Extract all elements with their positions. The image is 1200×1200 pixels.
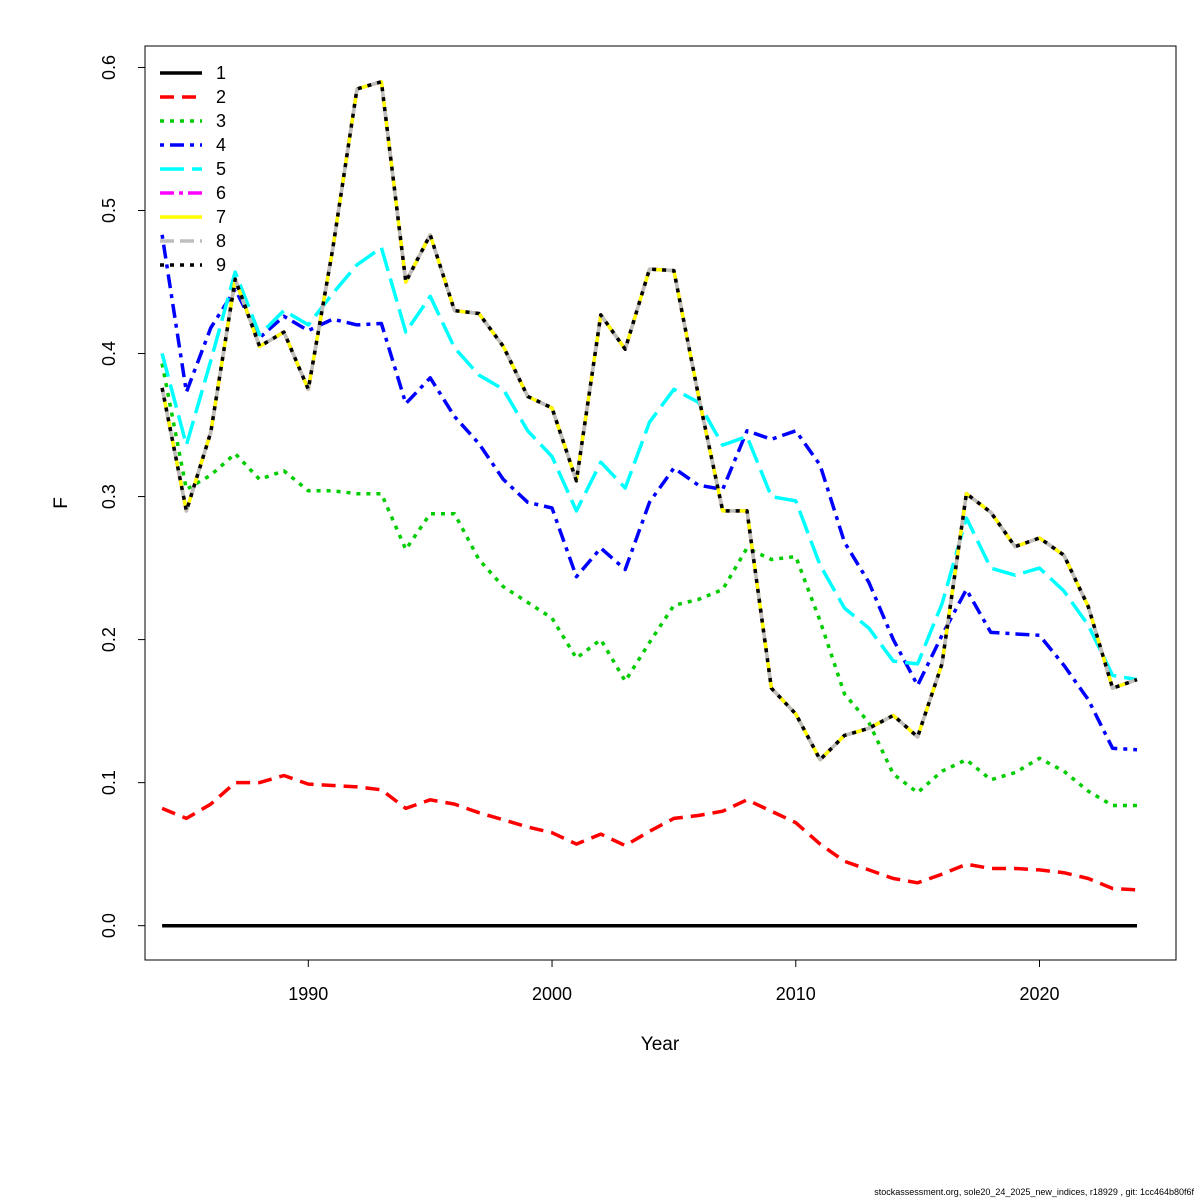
x-tick-label: 2010 — [776, 984, 816, 1004]
legend-label-4: 4 — [216, 135, 226, 155]
y-tick-label: 0.5 — [99, 198, 119, 223]
y-tick-label: 0.0 — [99, 913, 119, 938]
x-tick-label: 2000 — [532, 984, 572, 1004]
y-tick-label: 0.2 — [99, 627, 119, 652]
legend-label-3: 3 — [216, 111, 226, 131]
legend-label-9: 9 — [216, 255, 226, 275]
y-tick-label: 0.4 — [99, 341, 119, 366]
plot-frame — [144, 45, 1177, 961]
legend: 1 2 3 4 5 6 7 8 9 — [160, 63, 226, 275]
series-line-5 — [160, 245, 1138, 682]
y-axis: 0.0 0.1 0.2 0.3 0.4 0.5 0.6 — [99, 55, 145, 938]
x-axis: 1990 2000 2010 2020 — [288, 960, 1060, 1004]
x-axis-title: Year — [641, 1034, 680, 1055]
series-line-2 — [161, 773, 1138, 892]
series-layer — [160, 80, 1138, 928]
series-line-3 — [160, 363, 1137, 808]
y-tick-label: 0.1 — [99, 770, 119, 795]
legend-label-6: 6 — [216, 183, 226, 203]
legend-label-2: 2 — [216, 87, 226, 107]
y-tick-label: 0.3 — [99, 484, 119, 509]
legend-label-5: 5 — [216, 159, 226, 179]
series-line-8 — [160, 80, 1138, 762]
x-tick-label: 2020 — [1019, 984, 1059, 1004]
legend-label-1: 1 — [216, 63, 226, 83]
footer-text: stockassessment.org, sole20_24_2025_new_… — [874, 1187, 1194, 1197]
legend-label-7: 7 — [216, 207, 226, 227]
x-tick-label: 1990 — [288, 984, 328, 1004]
y-tick-label: 0.6 — [99, 55, 119, 80]
series-line-4 — [160, 234, 1138, 752]
y-axis-title: F — [51, 497, 72, 509]
legend-label-8: 8 — [216, 231, 226, 251]
